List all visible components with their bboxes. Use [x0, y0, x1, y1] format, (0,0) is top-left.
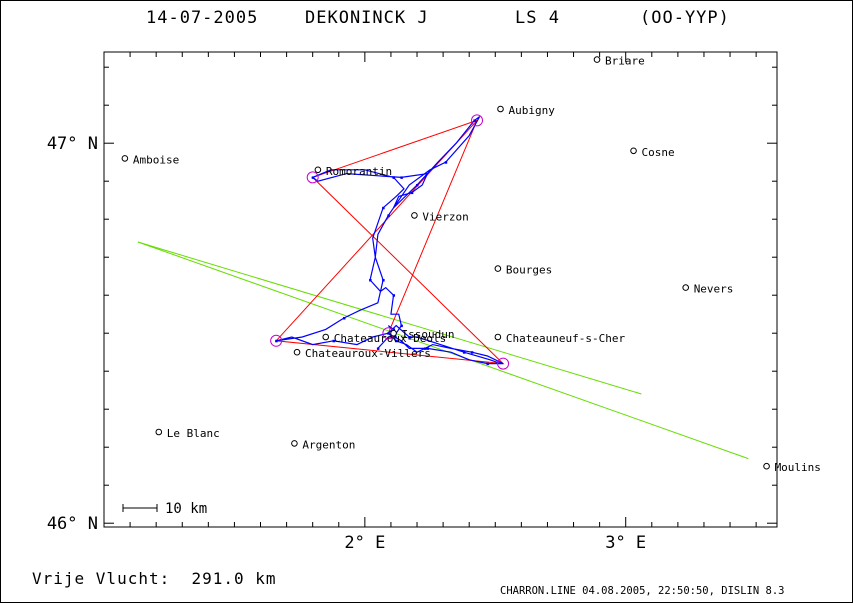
- task-route: [275, 119, 505, 365]
- track-fix: [400, 324, 403, 328]
- town-label: Vierzon: [422, 210, 468, 223]
- x-axis-label: 2° E: [344, 533, 385, 553]
- town-label: Chateauneuf-s-Cher: [506, 332, 626, 345]
- distance-value: 291.0 km: [191, 569, 277, 588]
- y-axis-label: 46° N: [47, 514, 98, 534]
- town-marker: [494, 333, 502, 341]
- track-fix: [382, 279, 385, 282]
- track-fix: [423, 347, 427, 350]
- distance-label: Vrije Vlucht:: [32, 569, 171, 588]
- track-fix: [342, 317, 346, 320]
- extra-line: [137, 241, 749, 460]
- turnpoint-circle: [497, 357, 510, 370]
- registration: (OO-YYP): [640, 8, 730, 28]
- scale-bar: 10 km: [122, 501, 207, 517]
- town-marker: [494, 265, 502, 272]
- glider-class: LS 4: [515, 8, 560, 28]
- town-marker: [121, 155, 129, 162]
- town-marker: [411, 212, 418, 219]
- extra-line: [137, 241, 642, 395]
- map-frame: [103, 51, 778, 528]
- town-marker: [763, 462, 770, 470]
- track-fix: [392, 294, 396, 297]
- town-marker: [593, 56, 601, 63]
- town-label: Bourges: [506, 264, 552, 277]
- town-label: Issoudun: [402, 328, 455, 341]
- axis-ticks: [103, 52, 777, 527]
- town-label: Argenton: [302, 438, 355, 451]
- town-label: Moulins: [775, 461, 821, 474]
- town-label: Aubigny: [508, 104, 555, 117]
- town-label: Chateauroux-Villers: [305, 347, 431, 360]
- track-line: [276, 116, 504, 365]
- task-line: [275, 119, 505, 365]
- track-fix: [410, 191, 414, 195]
- track-fix: [426, 347, 429, 350]
- track-fix: [462, 351, 466, 354]
- town-marker: [497, 105, 504, 113]
- town-label: Chateauroux-Deols: [334, 332, 447, 345]
- x-axis-label: 3° E: [605, 533, 646, 553]
- town-label: Nevers: [694, 283, 734, 296]
- turnpoint-circle: [471, 114, 484, 127]
- town-label: Le Blanc: [167, 427, 220, 440]
- track-fix: [392, 328, 396, 331]
- town-marker: [155, 428, 163, 436]
- track-fix: [332, 339, 336, 343]
- track-fix: [376, 347, 380, 350]
- town-label: Amboise: [133, 153, 179, 166]
- track-fix: [369, 279, 372, 282]
- town-marker: [390, 329, 397, 337]
- town-label: Romorantin: [326, 165, 392, 178]
- town-marker: [322, 333, 330, 341]
- turnpoint-circle: [306, 171, 319, 184]
- track-fix: [444, 161, 448, 164]
- track-fix: [275, 339, 278, 343]
- town-marker: [291, 440, 298, 447]
- pilot-name: DEKONINCK J: [305, 8, 429, 28]
- flight-track: [275, 116, 504, 366]
- program-info: CHARRON.LINE 04.08.2005, 22:50:50, DISLI…: [500, 585, 785, 597]
- extra-lines: [137, 241, 749, 460]
- scale-bar-label: 10 km: [165, 501, 207, 517]
- track-fix: [387, 214, 390, 217]
- town-label: Cosne: [642, 146, 675, 159]
- track-fix: [470, 351, 474, 354]
- town-marker: [630, 147, 637, 155]
- flight-date: 14-07-2005: [146, 8, 259, 28]
- track-fix: [392, 176, 396, 179]
- track-fix: [486, 362, 489, 366]
- axis-labels: 47° N 46° N 2° E 3° E: [47, 134, 646, 553]
- town-marker: [314, 166, 322, 174]
- turnpoint-circle: [270, 334, 283, 347]
- y-axis-label: 47° N: [47, 134, 98, 154]
- track-fix: [311, 176, 315, 179]
- track-fix: [408, 336, 411, 339]
- town-marker: [682, 284, 690, 291]
- track-fix: [400, 176, 403, 179]
- town-label: Briare: [605, 55, 645, 68]
- track-fix: [387, 332, 390, 335]
- track-fix: [382, 206, 385, 210]
- track-fix: [416, 184, 419, 187]
- towns: Briare Aubigny Amboise Cosne Romorantin Vierz…: [121, 55, 821, 474]
- track-fix: [473, 119, 476, 122]
- town-marker: [293, 348, 301, 356]
- track-fix: [395, 339, 398, 343]
- free-flight-distance: Vrije Vlucht: 291.0 km: [32, 569, 277, 588]
